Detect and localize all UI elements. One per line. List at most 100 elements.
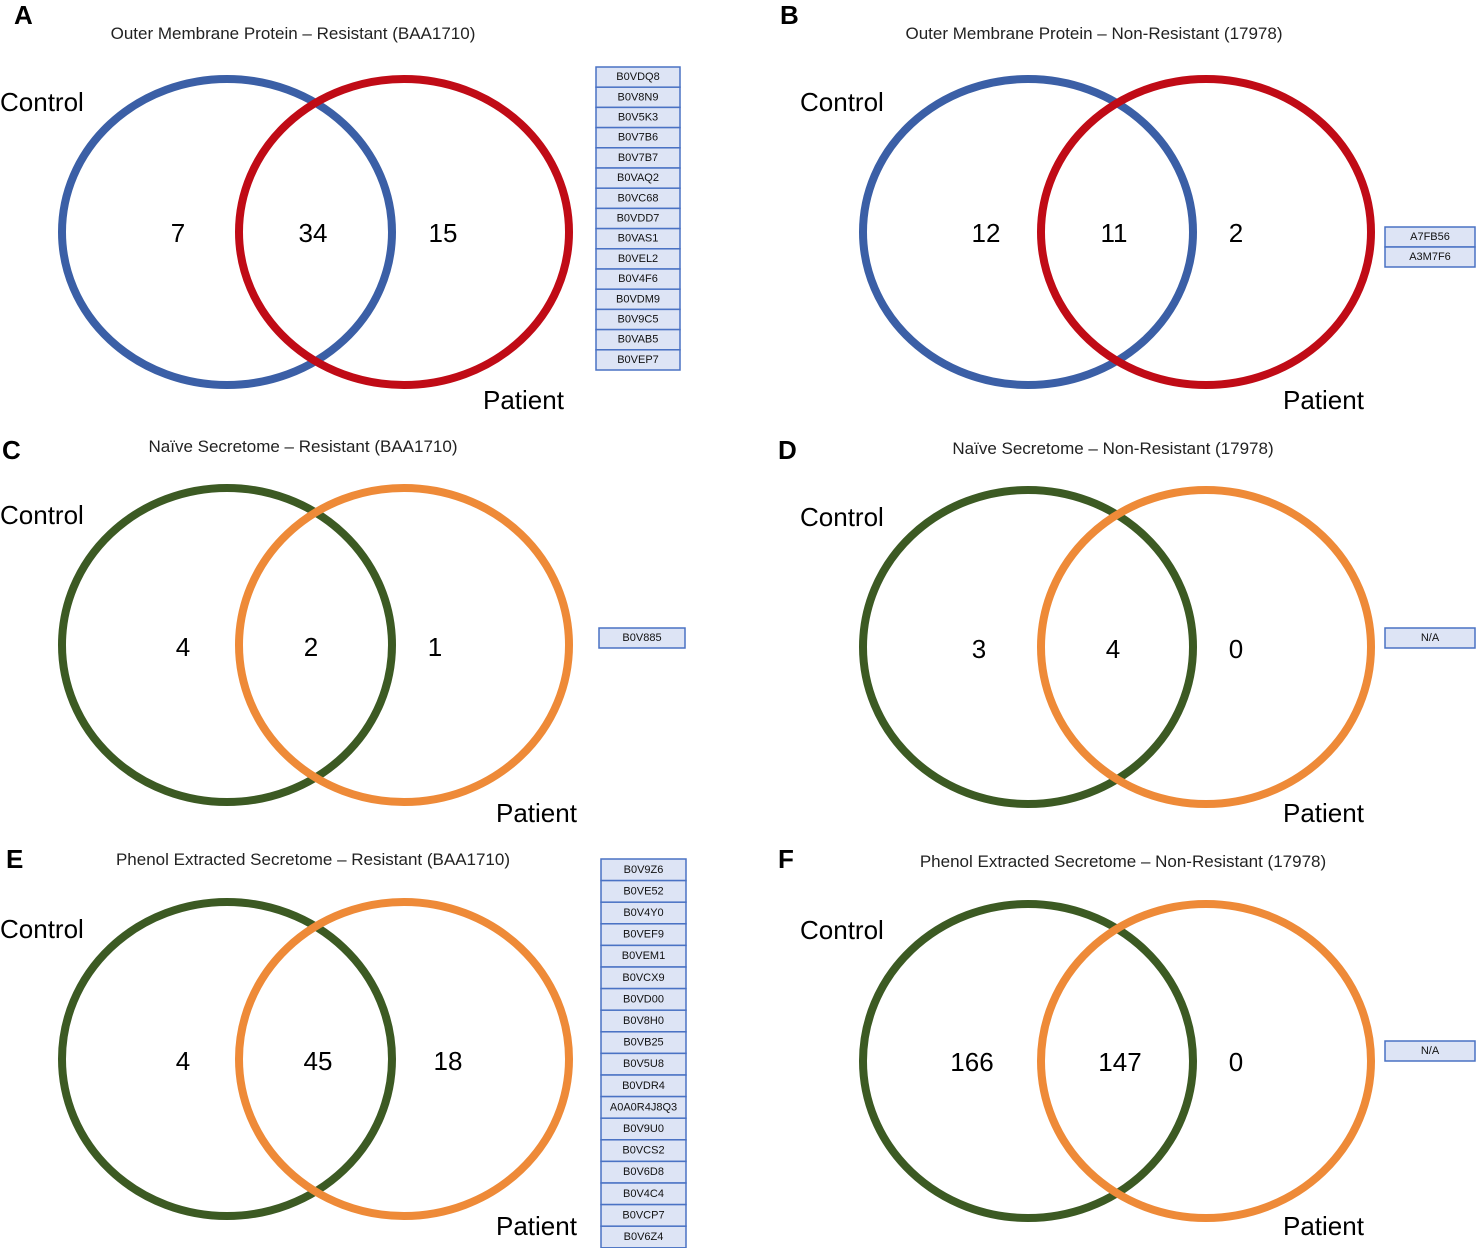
patient-only-id-list: N/A xyxy=(1384,1040,1476,1062)
id-list-item-label: B0V5U8 xyxy=(623,1058,664,1070)
panel-letter-c: C xyxy=(2,435,21,465)
patient-only-count: 1 xyxy=(428,632,442,662)
id-list-item-label: B0V9Z6 xyxy=(624,864,664,876)
patient-only-count: 0 xyxy=(1229,634,1243,664)
id-list-item-label: B0VDD7 xyxy=(617,213,660,225)
patient-label: Patient xyxy=(1283,1211,1365,1241)
id-list-item xyxy=(595,349,681,371)
id-list-item xyxy=(1384,246,1476,268)
panel-title-e: Phenol Extracted Secretome – Resistant (… xyxy=(116,850,510,869)
patient-only-count: 2 xyxy=(1229,218,1243,248)
id-list-item-label: B0V6D8 xyxy=(623,1166,664,1178)
patient-only-count: 18 xyxy=(434,1046,463,1076)
id-list-item-label: B0VDQ8 xyxy=(616,71,659,83)
panel-title-b: Outer Membrane Protein – Non-Resistant (… xyxy=(905,24,1282,43)
patient-label: Patient xyxy=(1283,798,1365,828)
shared-count: 11 xyxy=(1101,218,1128,248)
patient-only-id-list: B0V9Z6 B0VE52 B0V4Y0 B0VEF9 B0VEM1 B0VCX9 B0VD… xyxy=(600,858,687,1248)
panel-b: B Outer Membrane Protein – Non-Resistant … xyxy=(780,0,1476,415)
control-label: Control xyxy=(800,87,884,117)
panel-d: D Naïve Secretome – Non-Resistant (17978)… xyxy=(778,435,1476,828)
panel-f: F Phenol Extracted Secretome – Non-Resist… xyxy=(778,844,1476,1241)
control-circle xyxy=(58,75,396,389)
id-list-item xyxy=(598,627,686,649)
id-list-item-label: B0VDR4 xyxy=(622,1080,665,1092)
shared-count: 34 xyxy=(299,218,328,248)
patient-circle xyxy=(235,75,573,389)
panel-a: A Outer Membrane Protein – Resistant (BAA… xyxy=(0,0,681,415)
panel-c: C Naïve Secretome – Resistant (BAA1710) Co… xyxy=(0,435,686,828)
shared-count: 4 xyxy=(1106,634,1120,664)
id-list-item-label: B0V4C4 xyxy=(623,1188,664,1200)
control-label: Control xyxy=(0,87,84,117)
id-list-item-label: B0VC68 xyxy=(618,192,659,204)
shared-count: 147 xyxy=(1098,1047,1141,1077)
id-list-item-label: B0V885 xyxy=(622,632,661,644)
panel-letter-f: F xyxy=(778,844,794,874)
panel-letter-d: D xyxy=(778,435,797,465)
patient-only-count: 0 xyxy=(1229,1047,1243,1077)
patient-circle xyxy=(235,898,573,1220)
panel-letter-b: B xyxy=(780,0,799,30)
id-list-item-label: B0V5K3 xyxy=(618,112,658,124)
id-list-item-label: B0VD00 xyxy=(623,993,664,1005)
control-label: Control xyxy=(800,502,884,532)
patient-label: Patient xyxy=(496,798,578,828)
patient-only-id-list: B0VDQ8 B0V8N9 B0V5K3 B0V7B6 B0V7B7 B0VAQ2 B0VC… xyxy=(595,66,681,371)
patient-label: Patient xyxy=(1283,385,1365,415)
control-circle xyxy=(58,484,396,806)
control-only-count: 7 xyxy=(171,218,185,248)
id-list-item-label: B0V7B7 xyxy=(618,152,658,164)
id-list-item-label: B0VEL2 xyxy=(618,253,658,265)
id-list-item-label: A0A0R4J8Q3 xyxy=(610,1101,677,1113)
id-list-item-label: B0VEP7 xyxy=(617,354,659,366)
id-list-item-label: B0VB25 xyxy=(623,1037,663,1049)
id-list-item-label: N/A xyxy=(1421,1045,1440,1057)
patient-circle xyxy=(235,484,573,806)
control-label: Control xyxy=(0,500,84,530)
control-only-count: 4 xyxy=(176,1046,190,1076)
id-list-item xyxy=(1384,1040,1476,1062)
id-list-item-label: B0V4Y0 xyxy=(623,907,663,919)
patient-label: Patient xyxy=(496,1211,578,1241)
patient-circle xyxy=(1037,900,1375,1222)
shared-count: 2 xyxy=(304,632,318,662)
patient-only-count: 15 xyxy=(429,218,458,248)
control-circle xyxy=(859,900,1197,1222)
patient-circle xyxy=(1037,486,1375,808)
control-only-count: 4 xyxy=(176,632,190,662)
id-list-item-label: B0VCP7 xyxy=(622,1209,664,1221)
id-list-item-label: A7FB56 xyxy=(1410,231,1450,243)
id-list-item-label: B0VEM1 xyxy=(622,950,665,962)
id-list-item-label: B0V8N9 xyxy=(618,91,659,103)
panel-title-c: Naïve Secretome – Resistant (BAA1710) xyxy=(149,437,458,456)
id-list-item-label: B0VDM9 xyxy=(616,293,660,305)
patient-only-id-list: A7FB56 A3M7F6 xyxy=(1384,226,1476,268)
control-circle xyxy=(859,75,1197,389)
patient-label: Patient xyxy=(483,385,565,415)
id-list-item-label: N/A xyxy=(1421,632,1440,644)
control-label: Control xyxy=(800,915,884,945)
patient-only-id-list: B0V885 xyxy=(598,627,686,649)
id-list-item-label: A3M7F6 xyxy=(1409,251,1451,263)
id-list-item-label: B0VE52 xyxy=(623,885,663,897)
shared-count: 45 xyxy=(304,1046,333,1076)
control-circle xyxy=(58,898,396,1220)
id-list-item-label: B0VCX9 xyxy=(622,972,664,984)
control-only-count: 12 xyxy=(972,218,1001,248)
panel-title-f: Phenol Extracted Secretome – Non-Resista… xyxy=(920,852,1326,871)
panel-e: E Phenol Extracted Secretome – Resistant … xyxy=(0,844,687,1248)
panel-letter-a: A xyxy=(14,0,33,30)
control-circle xyxy=(859,486,1197,808)
id-list-item-label: B0V4F6 xyxy=(618,273,658,285)
id-list-item-label: B0V9U0 xyxy=(623,1123,664,1135)
id-list-item-label: B0VAB5 xyxy=(618,334,659,346)
id-list-item-label: B0V9C5 xyxy=(618,314,659,326)
id-list-item-label: B0V7B6 xyxy=(618,132,658,144)
id-list-item-label: B0VAS1 xyxy=(618,233,659,245)
id-list-item-label: B0V8H0 xyxy=(623,1015,664,1027)
panel-letter-e: E xyxy=(6,844,23,874)
panel-title-a: Outer Membrane Protein – Resistant (BAA1… xyxy=(111,24,476,43)
control-only-count: 3 xyxy=(972,634,986,664)
